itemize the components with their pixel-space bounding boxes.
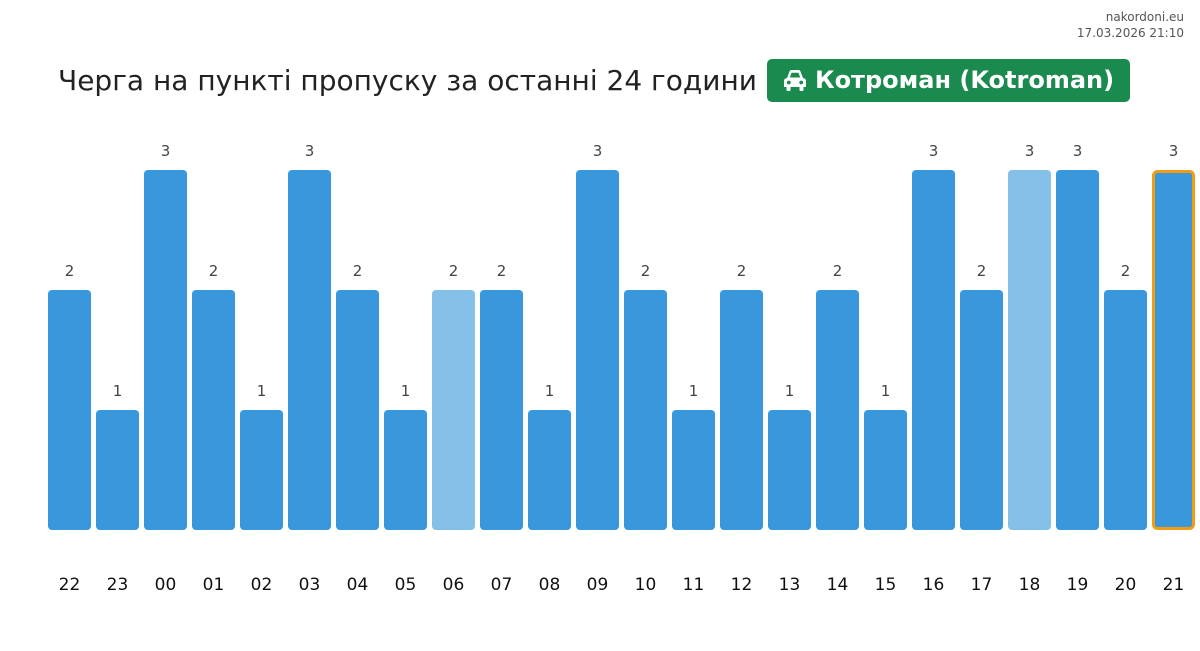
value-label-13: 1 bbox=[785, 382, 795, 400]
value-label-04: 2 bbox=[353, 262, 363, 280]
hour-label-18: 18 bbox=[1019, 575, 1041, 595]
hour-label-04: 04 bbox=[347, 575, 369, 595]
value-label-02: 1 bbox=[257, 382, 267, 400]
value-label-15: 1 bbox=[881, 382, 891, 400]
bar-13 bbox=[768, 410, 811, 530]
bar-07 bbox=[480, 290, 523, 530]
bar-20 bbox=[1104, 290, 1147, 530]
bar-14 bbox=[816, 290, 859, 530]
checkpoint-name: Котроман (Kotroman) bbox=[814, 66, 1115, 94]
bar-23 bbox=[96, 410, 139, 530]
chart-title: Черга на пункті пропуску за останні 24 г… bbox=[58, 63, 757, 97]
hour-label-02: 02 bbox=[251, 575, 273, 595]
hour-label-05: 05 bbox=[395, 575, 417, 595]
car-icon bbox=[783, 70, 806, 91]
value-label-17: 2 bbox=[977, 262, 987, 280]
bar-10 bbox=[624, 290, 667, 530]
checkpoint-badge: Котроман (Kotroman) bbox=[766, 58, 1131, 102]
hour-label-19: 19 bbox=[1067, 575, 1089, 595]
value-label-01: 2 bbox=[209, 262, 219, 280]
value-label-00: 3 bbox=[161, 142, 171, 160]
value-label-21: 3 bbox=[1169, 142, 1179, 160]
hour-label-15: 15 bbox=[875, 575, 897, 595]
site-name: nakordoni.eu bbox=[1105, 10, 1184, 24]
value-label-10: 2 bbox=[641, 262, 651, 280]
value-label-09: 3 bbox=[593, 142, 603, 160]
bar-16 bbox=[912, 170, 955, 530]
hour-label-13: 13 bbox=[779, 575, 801, 595]
value-label-03: 3 bbox=[305, 142, 315, 160]
bar-03 bbox=[288, 170, 331, 530]
hour-label-14: 14 bbox=[827, 575, 849, 595]
hour-label-01: 01 bbox=[203, 575, 225, 595]
bar-15 bbox=[864, 410, 907, 530]
bar-22 bbox=[48, 290, 91, 530]
bar-00 bbox=[144, 170, 187, 530]
hour-label-12: 12 bbox=[731, 575, 753, 595]
value-label-23: 1 bbox=[113, 382, 123, 400]
hour-label-03: 03 bbox=[299, 575, 321, 595]
value-label-08: 1 bbox=[545, 382, 555, 400]
bar-06 bbox=[432, 290, 475, 530]
hour-label-23: 23 bbox=[107, 575, 129, 595]
bar-04 bbox=[336, 290, 379, 530]
bar-05 bbox=[384, 410, 427, 530]
bar-08 bbox=[528, 410, 571, 530]
hour-label-17: 17 bbox=[971, 575, 993, 595]
timestamp: 17.03.2026 21:10 bbox=[1076, 26, 1184, 40]
hour-label-00: 00 bbox=[155, 575, 177, 595]
site-info: nakordoni.eu 17.03.2026 21:10 bbox=[1077, 9, 1184, 41]
bar-18 bbox=[1008, 170, 1051, 530]
hour-label-10: 10 bbox=[635, 575, 657, 595]
bar-12 bbox=[720, 290, 763, 530]
value-label-20: 2 bbox=[1121, 262, 1131, 280]
value-label-11: 1 bbox=[689, 382, 699, 400]
hour-label-11: 11 bbox=[683, 575, 705, 595]
value-label-06: 2 bbox=[449, 262, 459, 280]
hour-label-20: 20 bbox=[1115, 575, 1137, 595]
value-label-12: 2 bbox=[737, 262, 747, 280]
hour-label-22: 22 bbox=[59, 575, 81, 595]
hour-label-21: 21 bbox=[1163, 575, 1185, 595]
hour-label-09: 09 bbox=[587, 575, 609, 595]
bar-21 bbox=[1152, 170, 1195, 530]
value-label-16: 3 bbox=[929, 142, 939, 160]
value-label-22: 2 bbox=[65, 262, 75, 280]
chart-header: Черга на пункті пропуску за останні 24 г… bbox=[58, 58, 1131, 102]
value-label-18: 3 bbox=[1025, 142, 1035, 160]
bar-19 bbox=[1056, 170, 1099, 530]
bar-09 bbox=[576, 170, 619, 530]
hour-label-16: 16 bbox=[923, 575, 945, 595]
hour-label-08: 08 bbox=[539, 575, 561, 595]
bar-02 bbox=[240, 410, 283, 530]
value-label-14: 2 bbox=[833, 262, 843, 280]
value-label-05: 1 bbox=[401, 382, 411, 400]
value-label-07: 2 bbox=[497, 262, 507, 280]
value-label-19: 3 bbox=[1073, 142, 1083, 160]
bar-17 bbox=[960, 290, 1003, 530]
hour-label-07: 07 bbox=[491, 575, 513, 595]
bar-11 bbox=[672, 410, 715, 530]
bar-01 bbox=[192, 290, 235, 530]
hour-label-06: 06 bbox=[443, 575, 465, 595]
